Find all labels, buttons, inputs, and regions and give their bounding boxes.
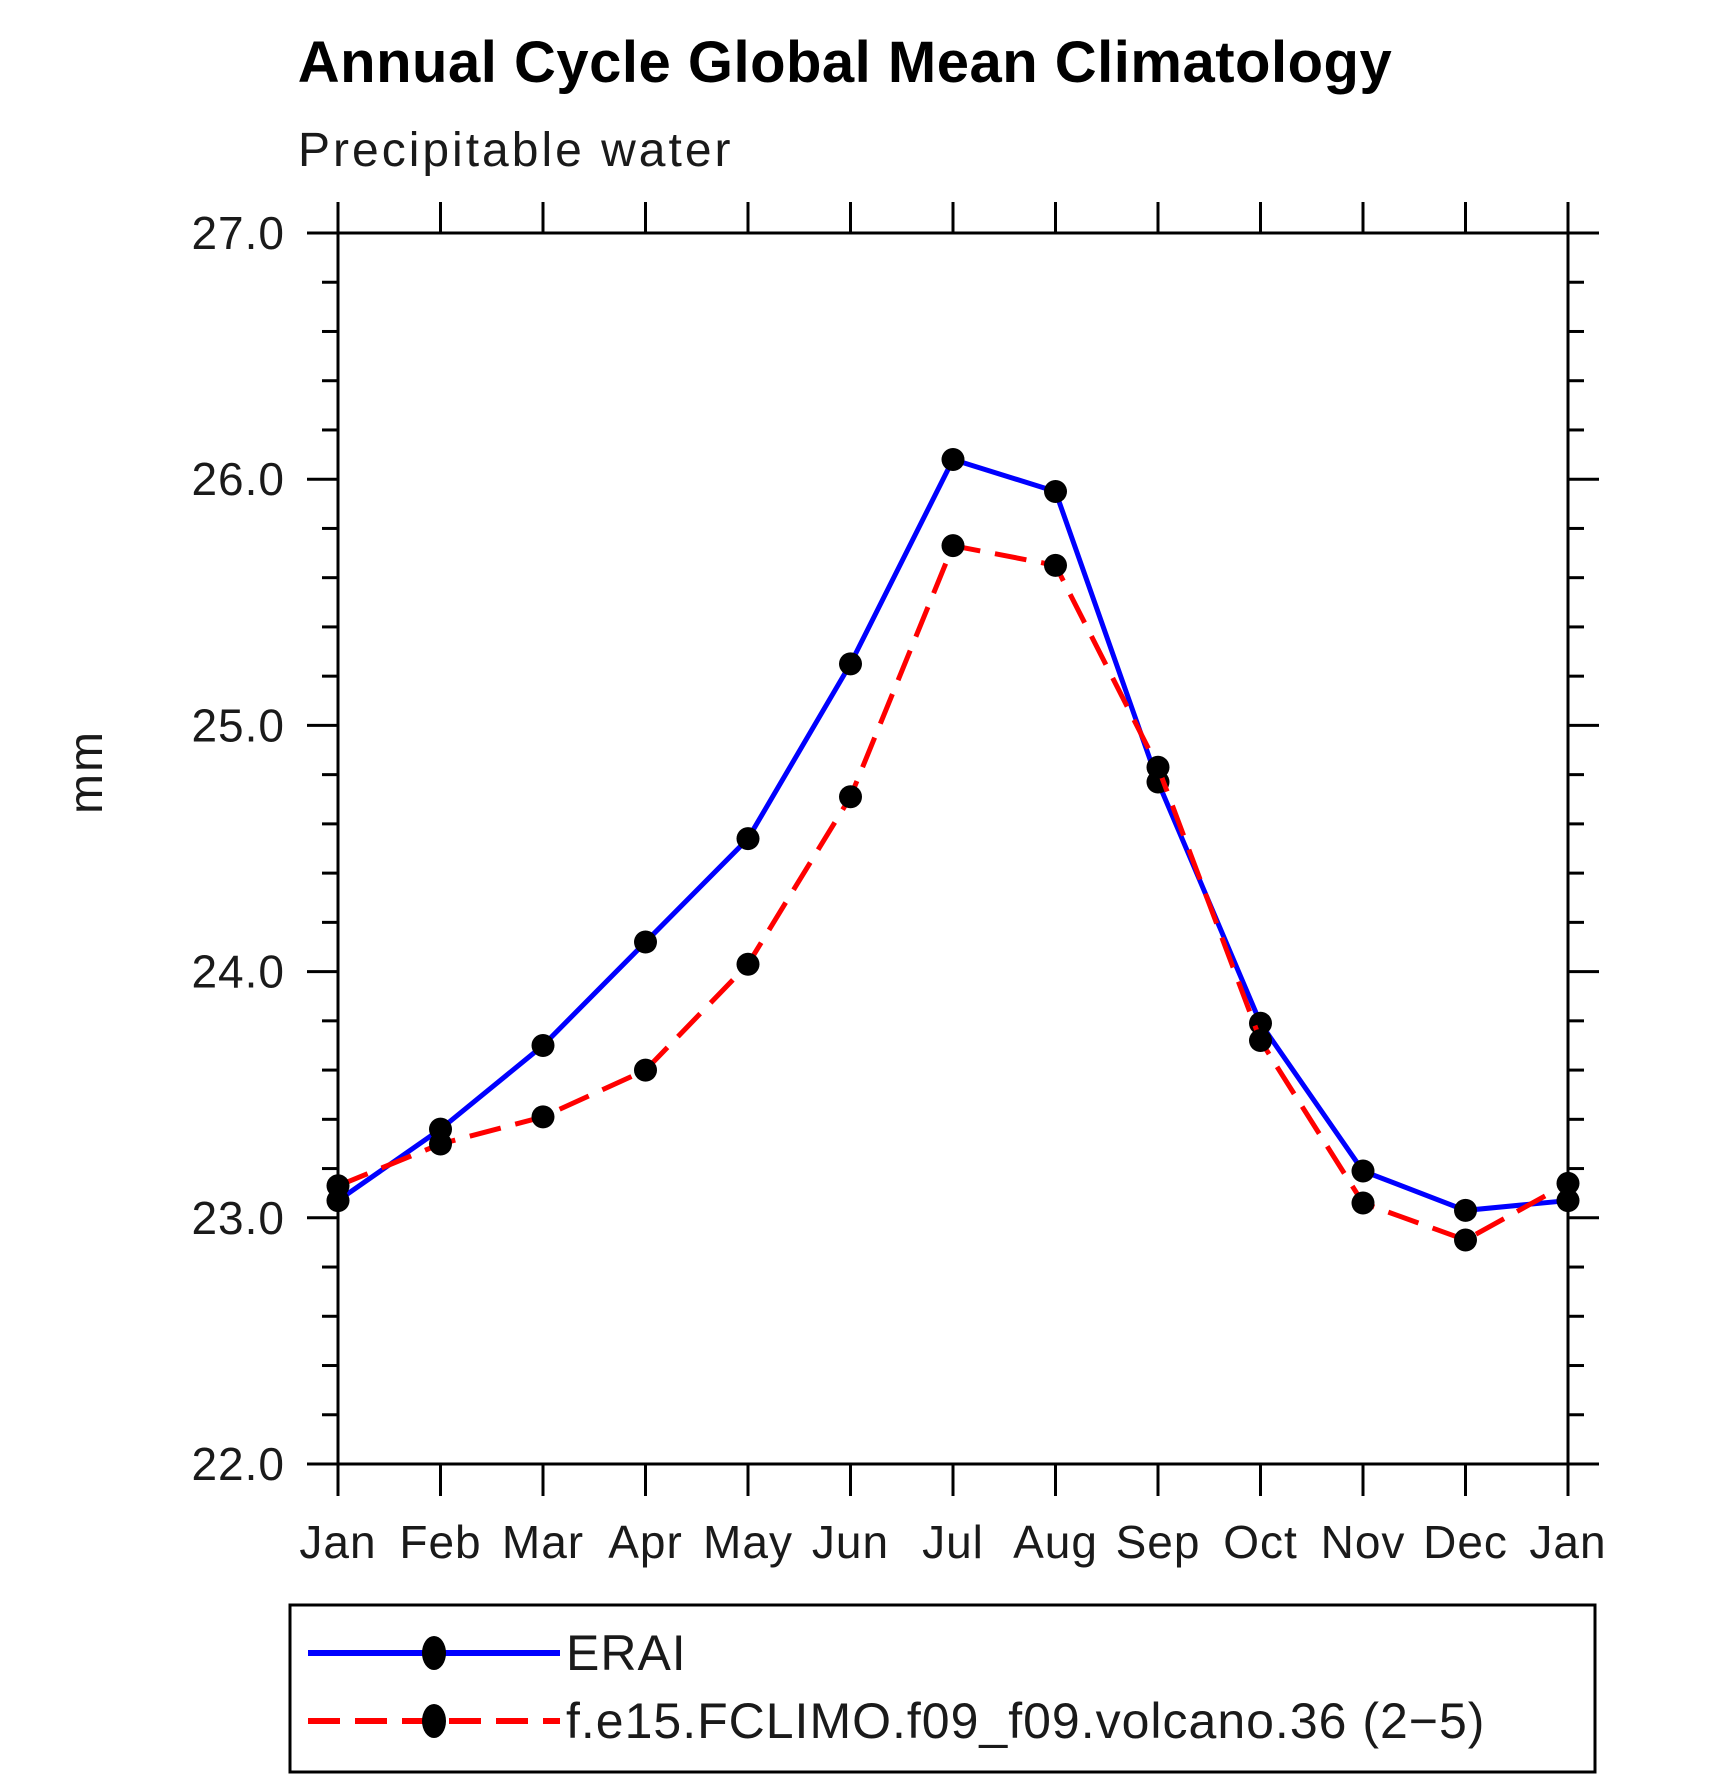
- data-point-1: [531, 1105, 555, 1129]
- data-point-0: [1556, 1189, 1580, 1213]
- x-tick-label: Oct: [1223, 1516, 1298, 1568]
- x-tick-label: Apr: [608, 1516, 683, 1568]
- chart-title: Annual Cycle Global Mean Climatology: [298, 30, 1392, 95]
- x-tick-label: Jun: [812, 1516, 889, 1568]
- data-point-1: [1556, 1171, 1580, 1195]
- x-tick-label: Jul: [922, 1516, 984, 1568]
- data-point-1: [1351, 1191, 1375, 1215]
- data-point-1: [1146, 755, 1170, 779]
- series-line-0: [336, 456, 1569, 1213]
- data-point-0: [1351, 1159, 1375, 1183]
- data-point-1: [1249, 1029, 1272, 1053]
- chart-subtitle: Precipitable water: [298, 124, 734, 177]
- y-axis-label: mm: [60, 730, 113, 814]
- x-tick-label: May: [703, 1516, 793, 1568]
- x-tick-label: Dec: [1423, 1516, 1508, 1568]
- legend-marker-1: [422, 1704, 446, 1738]
- y-tick-label: 22.0: [191, 1438, 285, 1490]
- x-tick-label: Mar: [502, 1516, 584, 1568]
- data-point-0: [634, 930, 657, 954]
- x-tick-label: Nov: [1321, 1516, 1406, 1568]
- data-point-0: [1454, 1198, 1477, 1222]
- data-point-1: [1044, 553, 1067, 577]
- data-point-1: [1454, 1228, 1477, 1252]
- x-tick-label: Feb: [399, 1516, 481, 1568]
- data-point-1: [634, 1058, 657, 1082]
- data-point-0: [1044, 480, 1067, 504]
- legend-label-1: f.e15.FCLIMO.f09_f09.volcano.36 (2−5): [566, 1693, 1485, 1749]
- data-point-0: [839, 652, 862, 676]
- y-tick-label: 26.0: [191, 453, 285, 505]
- x-tick-label: Jan: [1529, 1516, 1606, 1568]
- legend-label-0: ERAI: [566, 1625, 687, 1681]
- data-point-0: [941, 448, 965, 472]
- legend-box: [288, 1603, 1597, 1774]
- plot-box: [336, 231, 1570, 1466]
- x-tick-label: Sep: [1116, 1516, 1201, 1568]
- data-point-1: [941, 534, 965, 558]
- series-line-1: [337, 542, 1570, 1243]
- legend-marker-0: [422, 1636, 446, 1670]
- y-tick-label: 27.0: [191, 207, 285, 259]
- legend: ERAI f.e15.FCLIMO.f09_f09.volcano.36 (2−5…: [288, 1603, 1597, 1774]
- y-tick-label: 23.0: [191, 1192, 285, 1244]
- y-tick-label: 25.0: [191, 699, 285, 751]
- data-point-1: [429, 1132, 452, 1156]
- plot-area: 22.0 23.0 24.0 25.0 26.0 27.0 Jan Feb Mar Apr May J…: [191, 202, 1606, 1568]
- data-point-0: [531, 1033, 555, 1057]
- x-tick-label: Jan: [299, 1516, 376, 1568]
- x-tick-label: Aug: [1013, 1516, 1098, 1568]
- data-point-1: [326, 1174, 350, 1198]
- data-point-0: [736, 827, 760, 851]
- y-tick-label: 24.0: [191, 946, 285, 998]
- data-point-1: [736, 952, 760, 976]
- data-point-1: [839, 785, 862, 809]
